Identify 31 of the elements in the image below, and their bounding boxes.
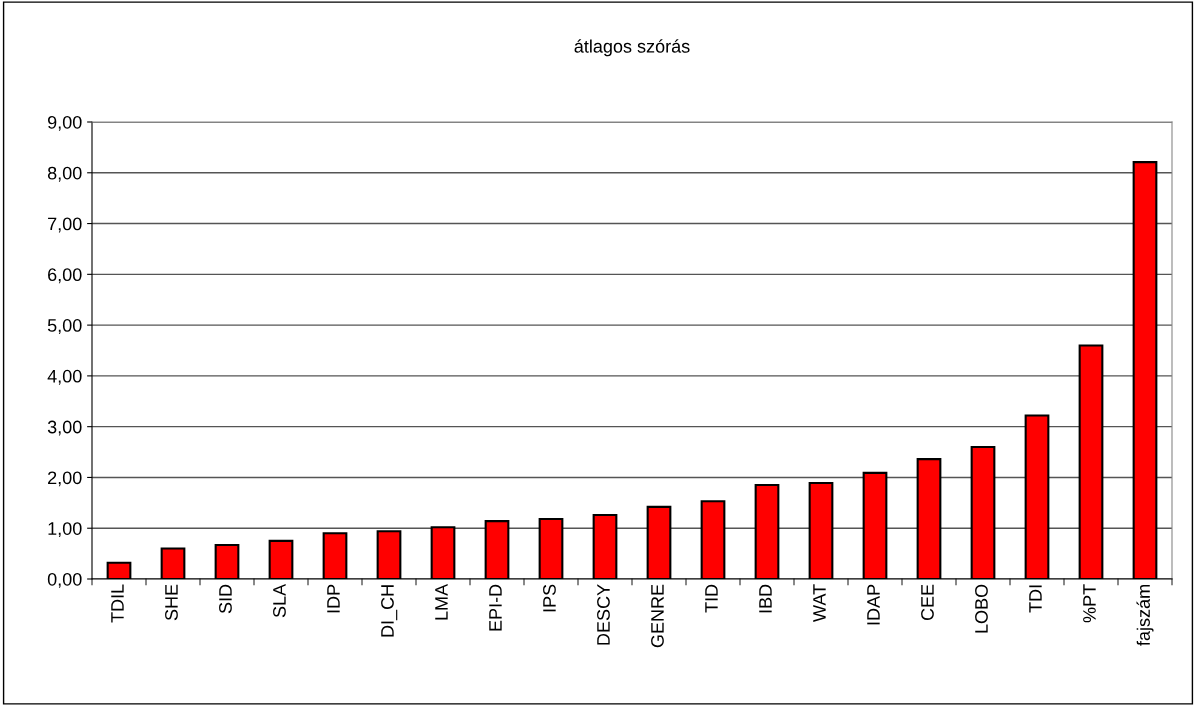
y-tick-label: 6,00 xyxy=(48,268,82,284)
y-tick-label: 0,00 xyxy=(47,572,82,588)
x-tick-label: WAT xyxy=(813,584,826,622)
chart-title: átlagos szórás xyxy=(574,39,690,57)
x-tick-label: %PT xyxy=(1083,584,1096,623)
x-tick-label: LOBO xyxy=(975,584,988,633)
x-tick-label: LMA xyxy=(435,583,448,620)
x-tick-label: SHE xyxy=(165,584,178,621)
x-tick-label: IDP xyxy=(327,584,340,613)
x-tick-label: DESCY xyxy=(597,584,610,645)
x-tick-label: EPI-D xyxy=(489,584,502,631)
x-tick-label: IPS xyxy=(543,584,556,612)
x-tick-label: DI_CH xyxy=(381,585,398,637)
y-tick-label: 1,00 xyxy=(48,522,82,538)
x-tick-label: TDIL xyxy=(111,584,124,623)
x-tick-label: IBD xyxy=(759,584,772,613)
x-tick-label: SID xyxy=(219,584,232,614)
x-tick-label: TDI xyxy=(1029,585,1042,613)
x-tick-label: SLA xyxy=(273,583,286,618)
y-tick-label: 3,00 xyxy=(47,420,82,436)
y-tick-label: 8,00 xyxy=(47,166,82,182)
x-tick-label: TID xyxy=(705,584,718,613)
x-tick-label: GENRE xyxy=(651,584,664,648)
x-tick-label: IDAP xyxy=(867,584,880,625)
y-tick-label: 7,00 xyxy=(48,217,82,233)
x-tick-label: CEE xyxy=(921,584,934,621)
x-tick-label: fajszám xyxy=(1136,585,1154,646)
y-tick-label: 5,00 xyxy=(47,319,82,334)
y-tick-label: 9,00 xyxy=(47,115,82,131)
y-tick-label: 2,00 xyxy=(48,471,82,487)
y-tick-label: 4,00 xyxy=(47,369,82,385)
